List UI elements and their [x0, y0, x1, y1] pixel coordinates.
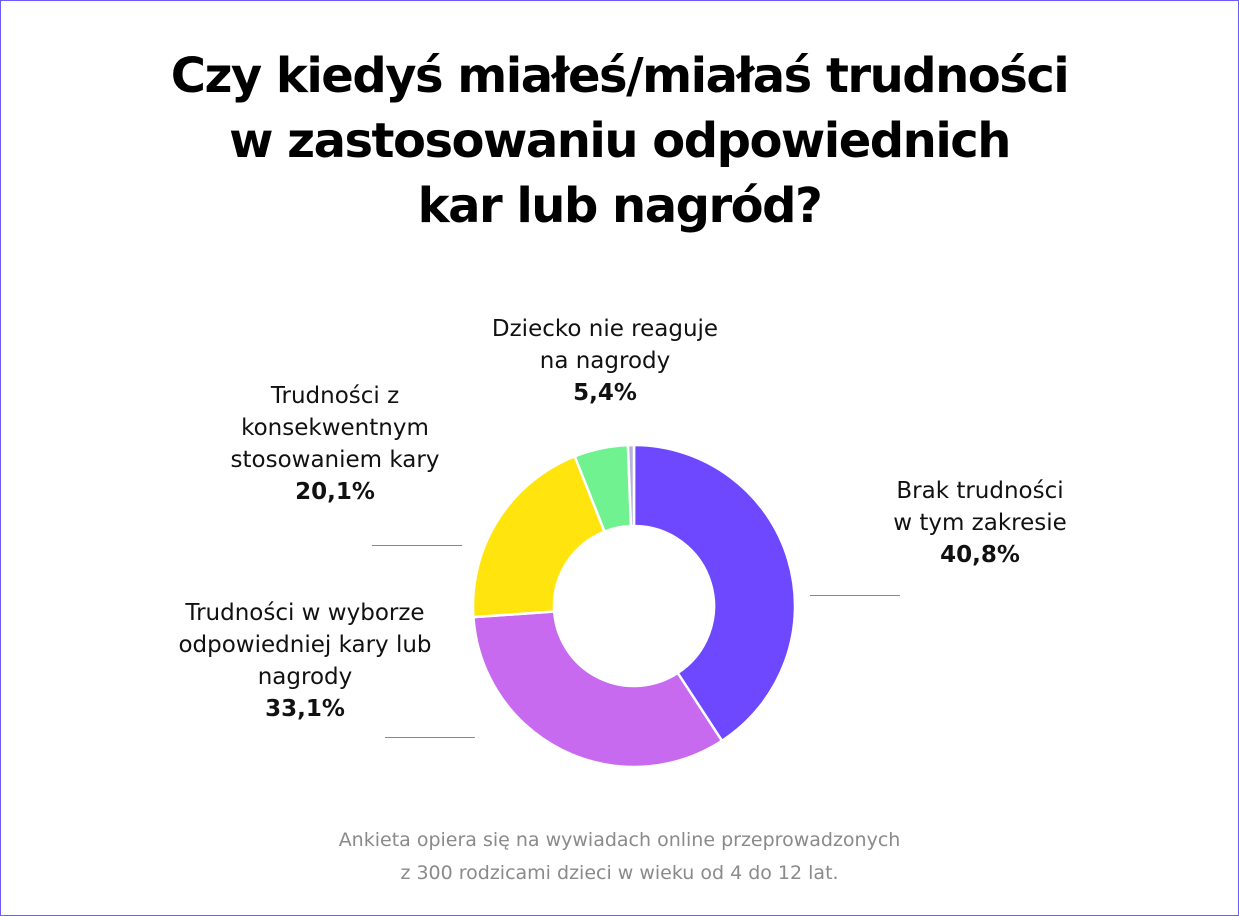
- slice-brak: [632, 443, 797, 743]
- label-konsekwentne-line-2: konsekwentnym: [241, 415, 429, 441]
- title-line-1: Czy kiedyś miałeś/miałaś trudności: [170, 48, 1070, 104]
- label-brak-value: 40,8%: [940, 542, 1020, 568]
- label-nie-reaguje-line-1: Dziecko nie reaguje: [491, 316, 719, 342]
- title-line-3: kar lub nagród?: [417, 178, 823, 234]
- leader-konsekwentne: [372, 545, 462, 546]
- chart-title: Czy kiedyś miałeś/miałaś trudności w zas…: [0, 44, 1239, 239]
- leader-brak: [810, 595, 900, 596]
- label-brak-line-2: w tym zakresie: [893, 510, 1067, 536]
- label-nie-reaguje-value: 5,4%: [573, 380, 637, 406]
- leader-wybor: [385, 737, 475, 738]
- slice-other: [626, 443, 636, 528]
- label-konsekwentne: Trudności z konsekwentnym stosowaniem ka…: [190, 380, 480, 508]
- label-wybor-line-2: odpowiedniej kary lub: [178, 632, 432, 658]
- slice-wybor: [472, 610, 724, 769]
- footnote: Ankieta opiera się na wywiadach online p…: [0, 824, 1239, 890]
- title-line-2: w zastosowaniu odpowiednich: [229, 113, 1011, 169]
- footnote-line-2: z 300 rodzicami dzieci w wieku od 4 do 1…: [400, 862, 839, 884]
- label-wybor: Trudności w wyborze odpowiedniej kary lu…: [135, 597, 475, 725]
- label-konsekwentne-line-1: Trudności z: [270, 383, 400, 409]
- slice-konsekwentne: [471, 454, 607, 619]
- label-nie-reaguje-line-2: na nagrody: [539, 348, 671, 374]
- label-konsekwentne-line-3: stosowaniem kary: [230, 447, 440, 473]
- label-wybor-value: 33,1%: [265, 696, 345, 722]
- label-brak-line-1: Brak trudności: [896, 478, 1064, 504]
- label-wybor-line-1: Trudności w wyborze: [185, 600, 425, 626]
- footnote-line-1: Ankieta opiera się na wywiadach online p…: [338, 829, 901, 851]
- label-brak: Brak trudności w tym zakresie 40,8%: [830, 475, 1130, 571]
- label-wybor-line-3: nagrody: [257, 664, 353, 690]
- label-konsekwentne-value: 20,1%: [295, 479, 375, 505]
- label-nie-reaguje: Dziecko nie reaguje na nagrody 5,4%: [445, 313, 765, 409]
